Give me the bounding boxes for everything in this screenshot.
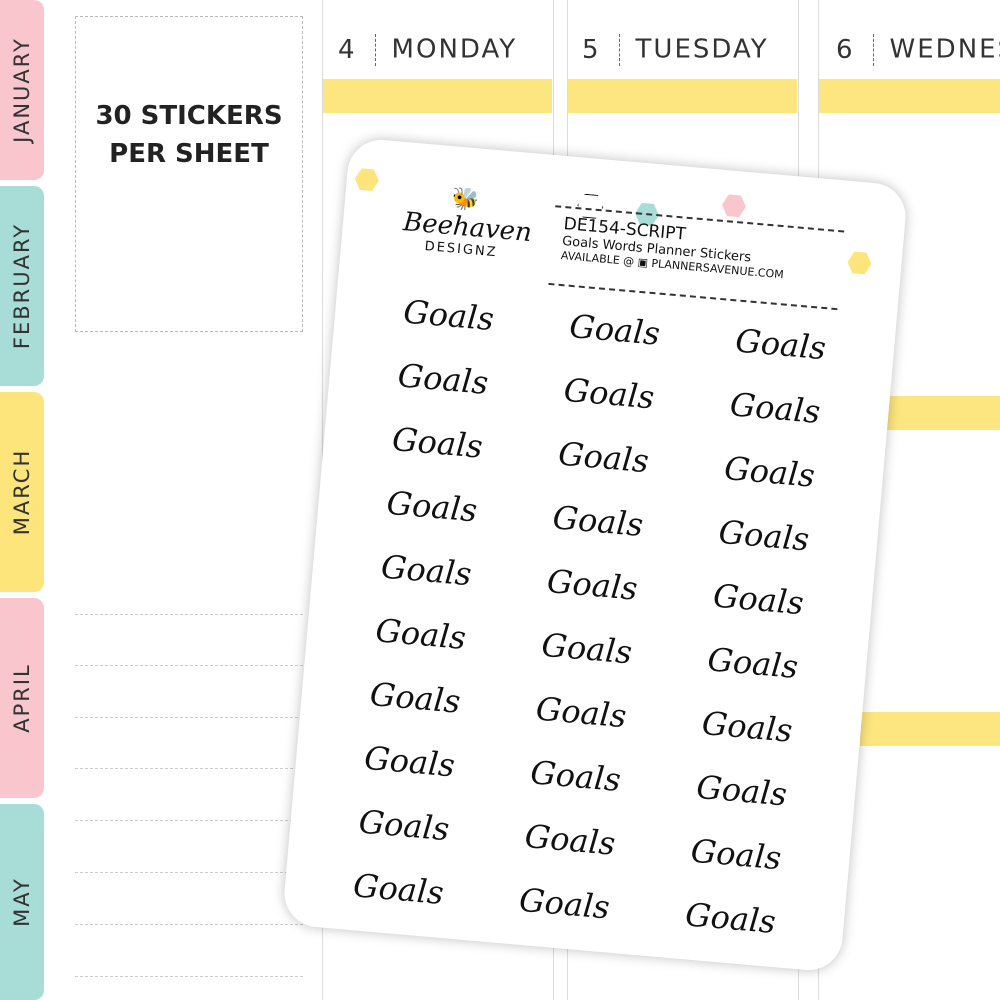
ruled-line [75,665,303,666]
day-header-monday: 4 MONDAY [338,34,518,66]
sticker-goals: Goals [562,370,656,417]
sticker-goals: Goals [706,640,800,687]
tab-january[interactable]: JANUARY [0,0,44,180]
hexagon-decoration [354,168,380,192]
sticker-goals: Goals [551,498,645,545]
tab-label: JANUARY [10,37,34,143]
sticker-goals: Goals [683,895,778,942]
info-line: 30 STICKERS [95,101,283,131]
sticker-count-box: 30 STICKERS PER SHEET [75,16,303,332]
sticker-goals: Goals [379,547,474,594]
sticker-goals: Goals [534,689,628,736]
sticker-grid: Goals Goals Goals Goals Goals Goals Goals Goals… [313,289,865,950]
month-tabs: JANUARY FEBRUARY MARCH APRIL MAY [0,0,44,1000]
sticker-sheet: 🐝 Beehaven DESIGNZ DE154-SCRIPT Goals Wo… [281,137,909,973]
tab-label: APRIL [10,663,35,733]
sticker-goals: Goals [528,753,623,800]
sticker-goals: Goals [700,704,795,750]
ruled-line [75,717,303,718]
ruled-line [75,924,303,925]
sticker-goals: Goals [523,817,617,863]
sheet-label: DE154-SCRIPT Goals Words Planner Sticker… [548,205,845,311]
sticker-goals: Goals [728,385,822,432]
sticker-goals: Goals [722,449,817,495]
tab-label: MARCH [10,448,35,536]
tab-march[interactable]: MARCH [0,392,44,592]
tab-february[interactable]: FEBRUARY [0,186,44,386]
sticker-goals: Goals [401,292,496,339]
highlight-bar [860,712,1000,746]
sticker-goals: Goals [390,419,485,466]
sticker-goals: Goals [385,483,479,530]
ruled-line [75,768,303,769]
tab-label: MAY [10,877,34,927]
ruled-line [75,820,303,821]
day-header-wednesday: 6WEDNES [836,34,1000,66]
tab-april[interactable]: APRIL [0,598,44,798]
sticker-goals: Goals [396,356,490,402]
sticker-goals: Goals [567,306,662,353]
sticker-goals: Goals [694,767,789,814]
hexagon-decoration [847,251,873,275]
sticker-goals: Goals [374,611,468,657]
sticker-goals: Goals [717,512,811,559]
ruled-line [75,976,303,977]
sticker-goals: Goals [362,738,457,785]
tab-label: FEBRUARY [10,222,35,350]
info-line: PER SHEET [109,139,269,169]
sticker-goals: Goals [351,866,446,913]
sticker-goals: Goals [689,831,783,878]
sticker-goals: Goals [556,434,651,481]
highlight-bar [323,79,552,113]
sticker-goals: Goals [357,802,451,849]
sticker-goals: Goals [368,674,462,721]
sticker-goals: Goals [711,576,806,623]
ruled-line [75,614,303,615]
ruled-line [75,872,303,873]
highlight-bar [568,79,797,113]
sticker-goals: Goals [733,321,828,368]
sticker-goals: Goals [540,625,634,672]
sticker-goals: Goals [517,880,612,927]
brand-logo: 🐝 Beehaven DESIGNZ [401,182,533,262]
sticker-goals: Goals [545,562,640,608]
tab-may[interactable]: MAY [0,804,44,1000]
highlight-bar [819,79,1000,113]
hexagon-decoration [721,194,747,218]
day-header-tuesday: 5 TUESDAY [582,34,769,66]
